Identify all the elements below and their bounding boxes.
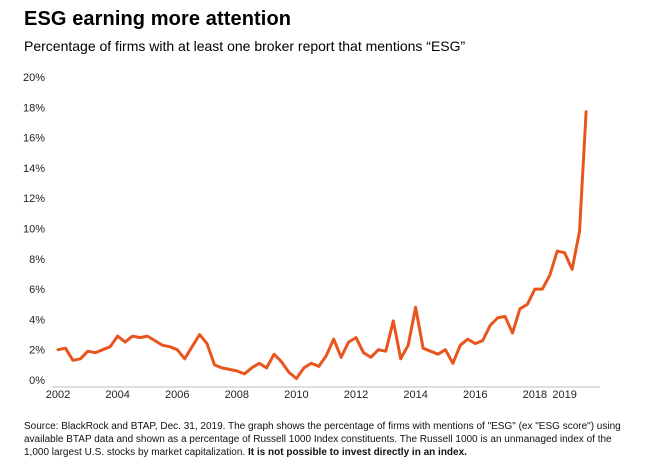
- x-tick-label: 2019: [552, 389, 576, 400]
- x-tick-label: 2004: [105, 389, 129, 400]
- x-tick-label: 2002: [46, 389, 70, 400]
- y-tick-label: 12%: [23, 193, 45, 205]
- y-tick-label: 10%: [23, 224, 45, 236]
- x-tick-label: 2010: [284, 389, 308, 400]
- line-chart: 0%2%4%6%8%10%12%14%16%18%20% 2002 2004 200…: [23, 72, 600, 400]
- y-tick-label: 16%: [23, 133, 45, 145]
- x-tick-label: 2014: [403, 389, 427, 400]
- y-axis: 0% 2% 4% 6% 8% 10% 12% 14% 16% 18% 20%: [23, 72, 45, 387]
- y-tick-label: 0%: [29, 375, 45, 387]
- y-tick-label: 18%: [23, 102, 45, 114]
- y-tick-label: 8%: [29, 254, 45, 266]
- y-tick-label: 4%: [29, 314, 45, 326]
- footnote-disclaimer: It is not possible to invest directly in…: [248, 447, 467, 458]
- y-tick-label: 2%: [29, 345, 45, 357]
- x-tick-label: 2012: [344, 389, 368, 400]
- y-tick-label: 20%: [23, 72, 45, 84]
- x-tick-label: 2008: [225, 389, 249, 400]
- y-tick-label: 14%: [23, 163, 45, 175]
- series-group: [56, 110, 588, 380]
- chart-subtitle: Percentage of firms with at least one br…: [24, 38, 466, 54]
- x-tick-label: 2018: [523, 389, 547, 400]
- chart-title: ESG earning more attention: [24, 8, 292, 30]
- footnote-text: Source: BlackRock and BTAP, Dec. 31, 201…: [24, 421, 621, 458]
- y-tick-label: 6%: [29, 284, 45, 296]
- series-line: [56, 110, 588, 380]
- source-footnote: Source: BlackRock and BTAP, Dec. 31, 201…: [24, 420, 634, 459]
- x-tick-label: 2006: [165, 389, 189, 400]
- x-tick-label: 2016: [463, 389, 487, 400]
- x-axis: 2002 2004 2006 2008 2010 2012 2014 2016 2018 2019: [46, 386, 600, 400]
